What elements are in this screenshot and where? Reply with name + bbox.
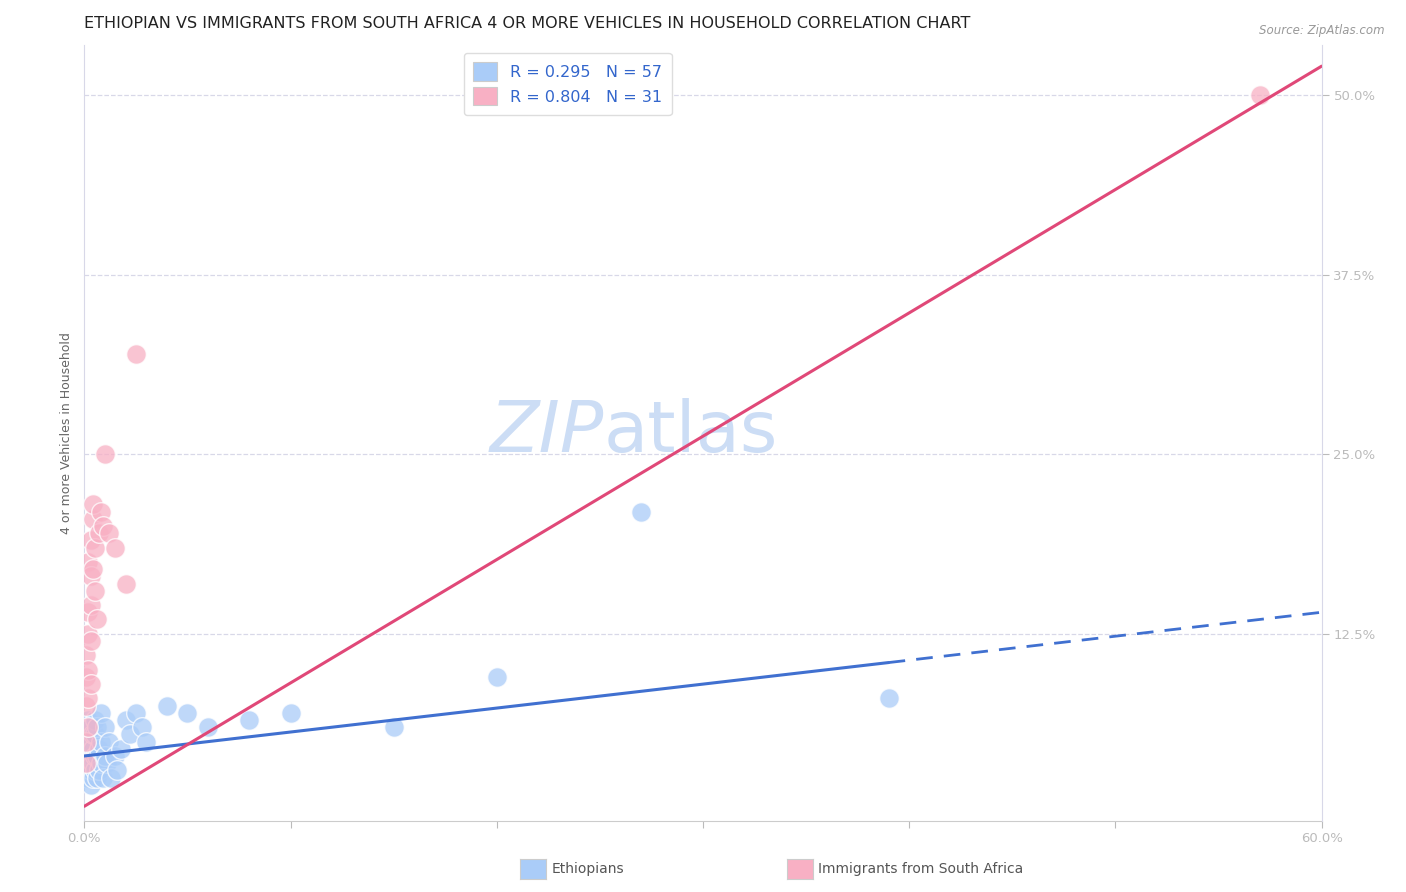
Legend: R = 0.295   N = 57, R = 0.804   N = 31: R = 0.295 N = 57, R = 0.804 N = 31 xyxy=(464,53,672,115)
Point xyxy=(98,734,121,748)
Point xyxy=(82,562,104,576)
Point xyxy=(75,670,97,684)
Point xyxy=(75,734,97,748)
Point xyxy=(131,720,153,734)
Point xyxy=(82,727,104,741)
Point xyxy=(156,698,179,713)
Point xyxy=(197,720,219,734)
Point xyxy=(77,605,100,619)
Point xyxy=(77,691,100,706)
Point xyxy=(83,727,105,741)
Text: Ethiopians: Ethiopians xyxy=(551,862,624,876)
Point xyxy=(90,505,112,519)
Point xyxy=(75,756,97,771)
Y-axis label: 4 or more Vehicles in Household: 4 or more Vehicles in Household xyxy=(60,332,73,533)
Point xyxy=(100,771,122,785)
Point xyxy=(79,764,101,778)
Point xyxy=(79,734,101,748)
Point xyxy=(77,555,100,569)
Point xyxy=(630,505,652,519)
Point xyxy=(79,720,101,734)
Point xyxy=(87,741,110,756)
Point xyxy=(79,677,101,691)
Point xyxy=(114,713,136,727)
Point xyxy=(1249,87,1271,102)
Point xyxy=(94,447,117,461)
Point xyxy=(114,576,136,591)
Point xyxy=(79,598,101,612)
Point xyxy=(135,734,157,748)
Point xyxy=(280,706,302,720)
Point xyxy=(877,691,900,706)
Point xyxy=(96,756,118,771)
Point xyxy=(77,764,100,778)
Point xyxy=(125,706,148,720)
Point xyxy=(75,741,97,756)
Point xyxy=(83,713,105,727)
Point xyxy=(77,727,100,741)
Point xyxy=(82,498,104,512)
Point xyxy=(83,764,105,778)
Point xyxy=(90,756,112,771)
Point xyxy=(79,569,101,583)
Point xyxy=(77,756,100,771)
Point xyxy=(105,764,128,778)
Point xyxy=(79,634,101,648)
Point xyxy=(238,713,260,727)
Point xyxy=(77,771,100,785)
Text: Immigrants from South Africa: Immigrants from South Africa xyxy=(818,862,1024,876)
Text: ZIP: ZIP xyxy=(489,398,605,467)
Point xyxy=(83,541,105,555)
Point xyxy=(98,526,121,541)
Point xyxy=(82,741,104,756)
Point xyxy=(118,727,141,741)
Point xyxy=(87,526,110,541)
Point xyxy=(82,512,104,526)
Point xyxy=(176,706,198,720)
Point xyxy=(75,720,97,734)
Point xyxy=(91,519,114,533)
Point xyxy=(86,720,108,734)
Point xyxy=(75,698,97,713)
Point xyxy=(90,734,112,748)
Point xyxy=(77,713,100,727)
Point xyxy=(91,771,114,785)
Point xyxy=(75,727,97,741)
Point xyxy=(382,720,405,734)
Point xyxy=(86,771,108,785)
Point xyxy=(104,541,127,555)
Point xyxy=(75,734,97,748)
Text: ETHIOPIAN VS IMMIGRANTS FROM SOUTH AFRICA 4 OR MORE VEHICLES IN HOUSEHOLD CORREL: ETHIOPIAN VS IMMIGRANTS FROM SOUTH AFRIC… xyxy=(84,16,970,31)
Point xyxy=(75,756,97,771)
Point xyxy=(77,720,100,734)
Text: Source: ZipAtlas.com: Source: ZipAtlas.com xyxy=(1260,24,1385,37)
Point xyxy=(75,648,97,663)
Point xyxy=(110,741,132,756)
Point xyxy=(77,741,100,756)
Point xyxy=(82,756,104,771)
Point xyxy=(77,663,100,677)
Point xyxy=(485,670,508,684)
Point xyxy=(125,346,148,360)
Point xyxy=(82,771,104,785)
Point xyxy=(104,749,127,764)
Point xyxy=(94,720,117,734)
Point xyxy=(77,749,100,764)
Point xyxy=(79,533,101,548)
Point xyxy=(83,749,105,764)
Point xyxy=(87,764,110,778)
Point xyxy=(86,749,108,764)
Point xyxy=(94,749,117,764)
Point xyxy=(75,764,97,778)
Text: atlas: atlas xyxy=(605,398,779,467)
Point xyxy=(77,627,100,641)
Point xyxy=(83,583,105,598)
Point xyxy=(79,749,101,764)
Point xyxy=(90,706,112,720)
Point xyxy=(79,778,101,792)
Point xyxy=(86,612,108,626)
